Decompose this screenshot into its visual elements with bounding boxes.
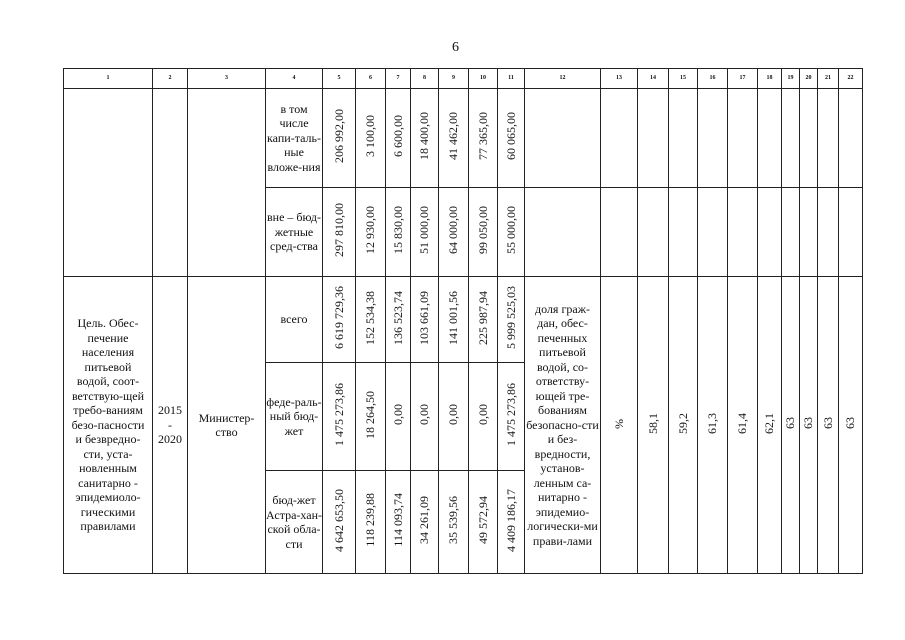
funding-source: в том числе капи-таль-ные вложе-ния [265,88,323,188]
amount-cell: 118 239,88 [355,470,386,574]
amount-cell: 5 999 525,03 [497,276,525,363]
amount-cell: 35 539,56 [438,470,469,574]
amount-cell: 1 475 273,86 [497,362,525,471]
empty-cell [152,88,188,277]
col-header: 10 [468,68,498,89]
funding-source: всего [265,276,323,363]
amount-cell: 51 000,00 [410,187,439,277]
indicator-value: 62,1 [757,276,782,574]
col-header: 9 [438,68,469,89]
col-header: 17 [727,68,758,89]
col-header: 7 [385,68,411,89]
amount-cell: 4 642 653,50 [322,470,356,574]
amount-cell: 206 992,00 [322,88,356,188]
amount-cell: 55 000,00 [497,187,525,277]
amount-cell: 141 001,56 [438,276,469,363]
empty-cell [187,88,266,277]
col-header: 22 [838,68,863,89]
amount-cell: 4 409 186,17 [497,470,525,574]
goal-text: Цель. Обес-печение населения питьевой во… [63,276,153,574]
col-header: 13 [600,68,638,89]
col-header: 8 [410,68,439,89]
col-header: 5 [322,68,356,89]
col-header: 15 [668,68,698,89]
amount-cell: 60 065,00 [497,88,525,188]
col-header: 16 [697,68,728,89]
col-header: 18 [757,68,782,89]
table-row: Цель. Обес-печение населения питьевой во… [63,276,863,574]
col-header: 19 [781,68,800,89]
amount-cell: 0,00 [385,362,411,471]
amount-cell: 1 475 273,86 [322,362,356,471]
page-number: 6 [452,40,459,55]
amount-cell: 103 661,09 [410,276,439,363]
amount-cell: 15 830,00 [385,187,411,277]
amount-cell: 18 400,00 [410,88,439,188]
amount-cell: 0,00 [410,362,439,471]
indicator-value: 63 [799,276,818,574]
amount-cell: 99 050,00 [468,187,498,277]
col-header: 4 [265,68,323,89]
amount-cell: 297 810,00 [322,187,356,277]
indicator-value: 58,1 [637,276,669,574]
amount-cell: 0,00 [468,362,498,471]
table-row: вне – бюд-жетные сред-ства 297 810,00 12… [64,187,863,277]
funding-source: феде-раль-ный бюд-жет [265,362,323,471]
funding-source: вне – бюд-жетные сред-ства [265,187,323,277]
col-header: 11 [497,68,525,89]
amount-cell: 136 523,74 [385,276,411,363]
amount-cell: 12 930,00 [355,187,386,277]
period-cell: 2015-2020 [152,276,188,574]
indicator-text: доля граж-дан, обес-печенных питьевой во… [524,276,601,574]
col-header: 20 [799,68,818,89]
col-header: 2 [152,68,188,89]
col-header: 6 [355,68,386,89]
amount-cell: 18 264,50 [355,362,386,471]
indicator-value: 63 [838,276,863,574]
empty-cell [63,88,153,277]
col-header: 14 [637,68,669,89]
indicator-value: 63 [817,276,839,574]
amount-cell: 64 000,00 [438,187,469,277]
amount-cell: 49 572,94 [468,470,498,574]
header-row: 1 2 3 4 5 6 7 8 9 10 11 12 13 14 15 16 17 18 19 20 21 22 [63,68,863,89]
amount-cell: 6 600,00 [385,88,411,188]
funding-source: бюд-жет Астра-хан-ской обла-сти [265,470,323,574]
indicator-value: 63 [781,276,800,574]
unit-cell: % [600,276,638,574]
amount-cell: 225 987,94 [468,276,498,363]
col-header: 3 [187,68,266,89]
amount-cell: 0,00 [438,362,469,471]
amount-cell: 114 093,74 [385,470,411,574]
indicator-value: 61,3 [697,276,728,574]
indicator-value: 61,4 [727,276,758,574]
amount-cell: 77 365,00 [468,88,498,188]
executor-cell: Министер-ство [187,276,266,574]
col-header: 21 [817,68,839,89]
col-header: 1 [63,68,153,89]
amount-cell: 41 462,00 [438,88,469,188]
indicator-value: 59,2 [668,276,698,574]
program-table: 1 2 3 4 5 6 7 8 9 10 11 12 13 14 15 16 17 18 19 20 21 22 в то… [63,68,863,574]
table-row: бюд-жет Астра-хан-ской обла-сти 4 642 65… [64,470,863,574]
amount-cell: 34 261,09 [410,470,439,574]
amount-cell: 152 534,38 [355,276,386,363]
col-header: 12 [524,68,601,89]
table-row: в том числе капи-таль-ные вложе-ния 206 … [63,88,863,277]
amount-cell: 3 100,00 [355,88,386,188]
amount-cell: 6 619 729,36 [322,276,356,363]
